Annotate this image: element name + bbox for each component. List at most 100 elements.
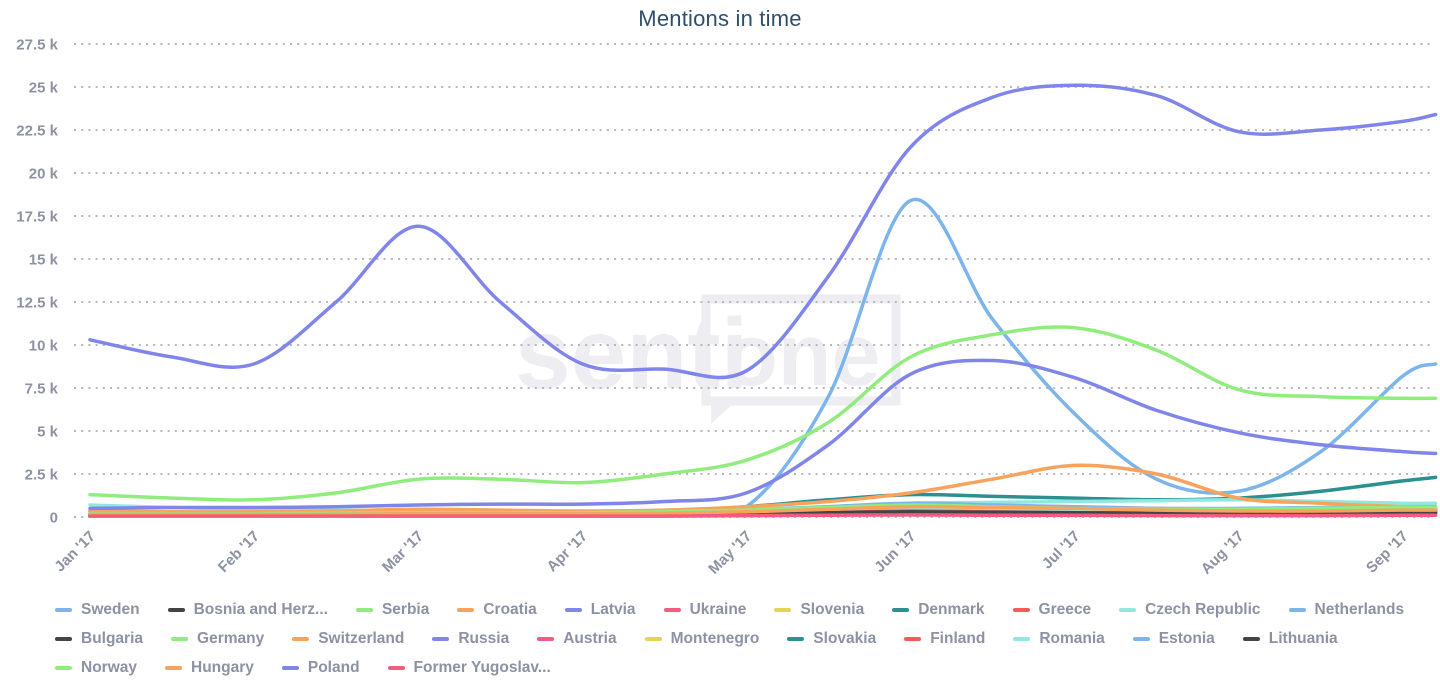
legend-item-montenegro[interactable]: Montenegro <box>644 628 760 649</box>
legend-label: Netherlands <box>1314 600 1405 618</box>
legend-item-croatia[interactable]: Croatia <box>457 599 537 620</box>
legend-item-former-yugoslav[interactable]: Former Yugoslav... <box>387 657 551 678</box>
legend-item-bulgaria[interactable]: Bulgaria <box>55 628 143 649</box>
svg-text:senti: senti <box>515 298 748 410</box>
legend-item-hungary[interactable]: Hungary <box>165 657 254 678</box>
legend-label: Bulgaria <box>81 629 144 647</box>
y-axis-label: 17.5 k <box>16 209 58 226</box>
legend-item-bosnia-and-herz[interactable]: Bosnia and Herz... <box>167 599 328 620</box>
legend-label: Latvia <box>590 600 636 618</box>
legend-swatch-bosnia-and-herz <box>167 607 185 612</box>
legend-label: Serbia <box>381 600 430 618</box>
y-axis-label: 5 k <box>37 424 59 441</box>
legend-swatch-slovenia <box>774 607 792 612</box>
legend-swatch-sweden <box>55 607 72 612</box>
legend-swatch-lithuania <box>1242 636 1260 641</box>
legend-label: Slovenia <box>800 600 865 618</box>
legend-swatch-finland <box>904 636 922 641</box>
legend-item-serbia[interactable]: Serbia <box>355 599 430 620</box>
legend-item-latvia[interactable]: Latvia <box>564 599 636 620</box>
legend-swatch-ukraine <box>663 607 681 612</box>
legend-swatch-hungary <box>165 665 182 670</box>
legend-label: Romania <box>1039 629 1105 647</box>
legend-swatch-former-yugoslav <box>387 665 405 670</box>
y-axis-label: 27.5 k <box>16 37 58 54</box>
legend-swatch-montenegro <box>644 636 662 641</box>
legend-label: Switzerland <box>318 629 405 647</box>
legend-label: Estonia <box>1158 629 1215 647</box>
x-axis-label: Apr '17 <box>544 528 592 576</box>
series-line-germany <box>88 325 1438 502</box>
legend-swatch-serbia <box>355 607 373 612</box>
chart-title: Mentions in time <box>638 6 802 31</box>
y-axis-label: 2.5 k <box>25 467 59 484</box>
legend-item-sweden[interactable]: Sweden <box>55 599 140 620</box>
legend-label: Montenegro <box>670 629 760 647</box>
legend-label: Ukraine <box>689 600 747 618</box>
series-line-poland <box>88 83 1438 380</box>
legend-swatch-bulgaria <box>55 636 72 641</box>
y-axis-label: 10 k <box>29 338 59 355</box>
legend-swatch-denmark <box>892 607 910 612</box>
legend-swatch-latvia <box>564 607 582 612</box>
legend-label: Austria <box>563 629 617 647</box>
legend-swatch-austria <box>537 636 555 641</box>
series-line-switzerland <box>88 463 1438 514</box>
legend-label: Croatia <box>483 600 537 618</box>
legend-swatch-russia <box>432 636 450 641</box>
legend-swatch-norway <box>55 665 72 670</box>
legend-swatch-switzerland <box>292 636 310 641</box>
legend-item-switzerland[interactable]: Switzerland <box>292 628 404 649</box>
x-axis-label: Sep '17 <box>1363 528 1412 577</box>
x-axis-label: Aug '17 <box>1198 528 1248 578</box>
x-axis-label: Jul '17 <box>1039 528 1084 573</box>
series-line-former-yugoslav <box>88 513 1438 518</box>
legend-label: Hungary <box>191 658 254 676</box>
legend-item-slovenia[interactable]: Slovenia <box>774 599 864 620</box>
legend-item-denmark[interactable]: Denmark <box>892 599 985 620</box>
legend-label: Bosnia and Herz... <box>193 600 328 618</box>
legend-swatch-estonia <box>1132 636 1150 641</box>
y-axis-label: 12.5 k <box>16 295 58 312</box>
legend-item-netherlands[interactable]: Netherlands <box>1288 599 1405 620</box>
y-axis-label: 22.5 k <box>16 123 58 140</box>
legend-item-germany[interactable]: Germany <box>171 628 264 649</box>
legend-item-poland[interactable]: Poland <box>281 657 360 678</box>
legend-item-slovakia[interactable]: Slovakia <box>787 628 876 649</box>
legend-item-romania[interactable]: Romania <box>1013 628 1105 649</box>
series-line-russia <box>88 358 1438 511</box>
legend-item-austria[interactable]: Austria <box>537 628 617 649</box>
legend-swatch-greece <box>1012 607 1030 612</box>
legend-label: Finland <box>930 629 986 647</box>
legend-item-ukraine[interactable]: Ukraine <box>663 599 747 620</box>
y-axis-label: 20 k <box>29 166 59 183</box>
legend-label: Former Yugoslav... <box>413 658 551 676</box>
legend-label: Germany <box>197 629 265 647</box>
legend-swatch-croatia <box>457 607 475 612</box>
legend-item-russia[interactable]: Russia <box>432 628 509 649</box>
legend-item-norway[interactable]: Norway <box>55 657 137 678</box>
legend-swatch-czech-republic <box>1119 607 1137 612</box>
legend-swatch-poland <box>281 665 299 670</box>
legend-item-greece[interactable]: Greece <box>1012 599 1092 620</box>
legend-label: Greece <box>1038 600 1092 618</box>
legend-swatch-romania <box>1013 636 1031 641</box>
y-axis-label: 25 k <box>29 80 59 97</box>
x-axis-label: Jan '17 <box>51 528 99 576</box>
legend-label: Czech Republic <box>1145 600 1261 618</box>
x-axis-label: Feb '17 <box>215 528 263 576</box>
legend-item-lithuania[interactable]: Lithuania <box>1242 628 1338 649</box>
legend-item-finland[interactable]: Finland <box>904 628 985 649</box>
x-axis-label: Jun '17 <box>871 528 919 576</box>
legend-label: Slovakia <box>813 629 877 647</box>
legend-item-czech-republic[interactable]: Czech Republic <box>1119 599 1261 620</box>
y-axis-label: 7.5 k <box>25 381 59 398</box>
legend-label: Norway <box>81 658 137 676</box>
legend-item-estonia[interactable]: Estonia <box>1132 628 1215 649</box>
legend-label: Denmark <box>918 600 985 618</box>
x-axis-label: Mar '17 <box>379 528 427 576</box>
y-axis-label: 15 k <box>29 252 59 269</box>
